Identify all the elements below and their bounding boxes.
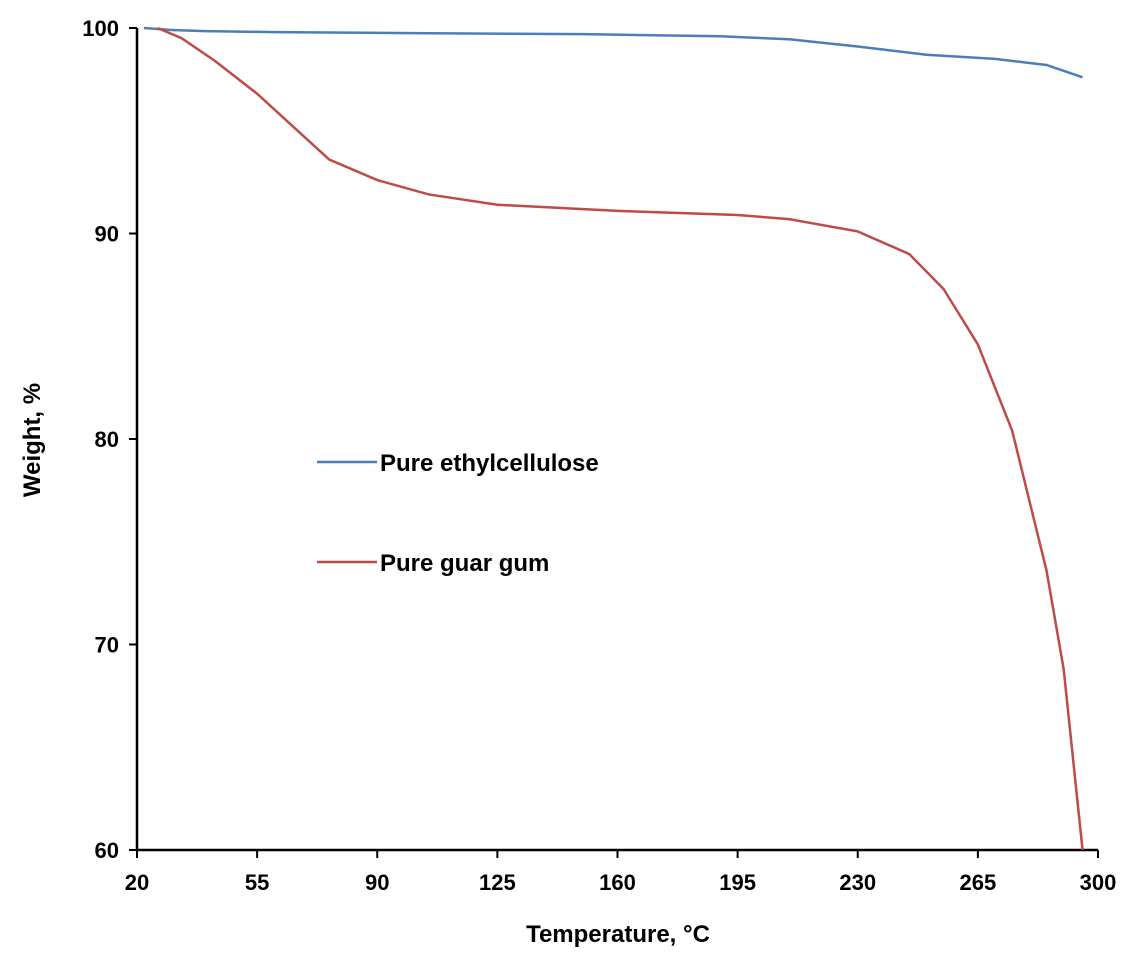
x-tick-label: 20 <box>125 870 149 895</box>
x-tick-label: 160 <box>599 870 636 895</box>
y-tick-label: 80 <box>95 427 119 452</box>
x-tick-label: 230 <box>839 870 876 895</box>
legend-label: Pure ethylcellulose <box>380 450 599 477</box>
x-tick-label: 195 <box>719 870 756 895</box>
series-line <box>143 26 1083 79</box>
x-axis-label: Temperature, °C <box>526 921 710 948</box>
legend-label: Pure guar gum <box>380 550 549 577</box>
y-tick-label: 100 <box>82 16 119 41</box>
series-line <box>157 26 1084 851</box>
y-tick-label: 60 <box>95 838 119 863</box>
y-tick-label: 90 <box>95 222 119 247</box>
y-axis-label: Weight, % <box>19 383 46 497</box>
x-tick-label: 265 <box>960 870 997 895</box>
x-tick-label: 300 <box>1080 870 1117 895</box>
x-tick-label: 90 <box>365 870 389 895</box>
y-tick-label: 70 <box>95 633 119 658</box>
x-tick-label: 55 <box>245 870 269 895</box>
x-tick-label: 125 <box>479 870 516 895</box>
